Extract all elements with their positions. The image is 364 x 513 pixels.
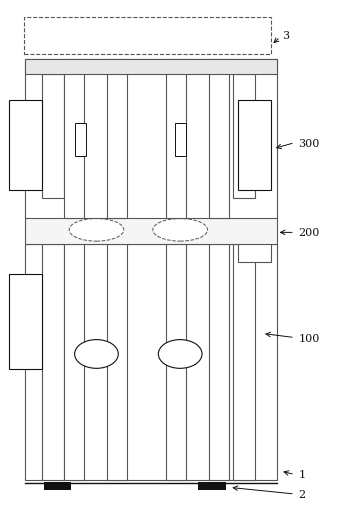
Bar [107,59,127,218]
Bar [238,100,271,190]
Bar [9,100,42,190]
Bar [64,244,84,480]
Bar [233,74,255,198]
Bar [25,215,277,244]
Bar [25,59,277,74]
Bar [25,244,277,480]
Bar [44,482,71,490]
Text: 300: 300 [298,139,320,149]
Text: 1: 1 [298,469,306,480]
Bar [209,244,229,480]
Bar [233,244,255,480]
Bar [25,59,277,218]
Bar [209,59,229,218]
Bar [42,74,64,198]
Bar [198,482,226,490]
Text: 200: 200 [298,228,320,239]
Text: 3: 3 [282,31,289,41]
Bar [166,244,186,480]
Ellipse shape [158,340,202,368]
Bar [166,59,186,218]
Bar [175,123,186,156]
Bar [42,244,64,480]
Text: 100: 100 [298,333,320,344]
Text: 2: 2 [298,490,306,500]
Ellipse shape [75,340,118,368]
Bar [107,244,127,480]
Ellipse shape [69,219,124,241]
Bar [64,59,84,218]
Bar [238,215,271,262]
Ellipse shape [153,219,207,241]
Bar [24,17,271,54]
Bar [75,123,86,156]
Bar [9,274,42,369]
